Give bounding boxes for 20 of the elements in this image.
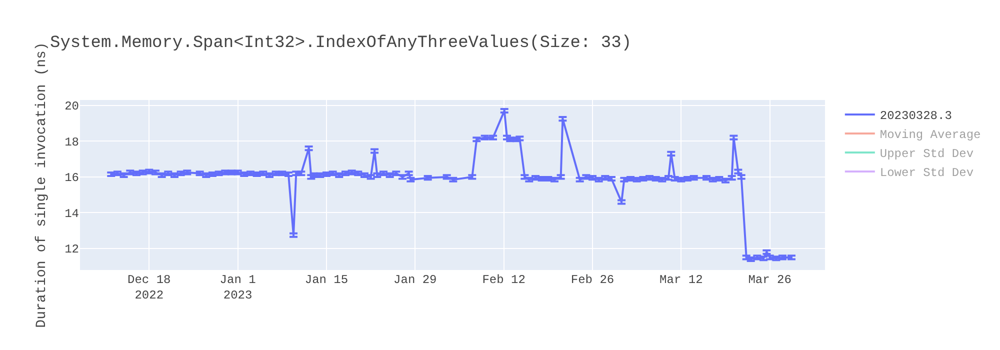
line-series xyxy=(110,110,792,260)
x-tick-label: Jan 29 xyxy=(394,273,437,287)
legend-label: 20230328.3 xyxy=(880,109,952,124)
legend-label: Moving Average xyxy=(880,128,981,142)
legend-label: Upper Std Dev xyxy=(880,147,974,162)
y-tick-label: 16 xyxy=(64,171,79,186)
x-tick-label: Feb 26 xyxy=(570,273,614,287)
y-tick-label: 14 xyxy=(64,206,79,221)
y-tick-label: 18 xyxy=(64,135,79,150)
x-tick-label: Dec 18 2022 xyxy=(128,273,171,303)
x-tick-label: Jan 15 xyxy=(304,273,348,287)
y-tick-label: 12 xyxy=(64,242,79,257)
chart-title: System.Memory.Span<Int32>.IndexOfAnyThreeValues(Size: 33) xyxy=(50,34,632,53)
y-tick-label: 20 xyxy=(64,100,79,114)
legend-label: Lower Std Dev xyxy=(880,166,974,180)
x-tick-label: Jan 1 2023 xyxy=(220,273,256,303)
x-tick-label: Mar 12 xyxy=(660,273,703,287)
x-tick-label: Mar 26 xyxy=(748,273,792,287)
x-tick-label: Feb 12 xyxy=(482,273,526,287)
y-axis-title: Duration of single invocation (ns) xyxy=(34,42,50,328)
